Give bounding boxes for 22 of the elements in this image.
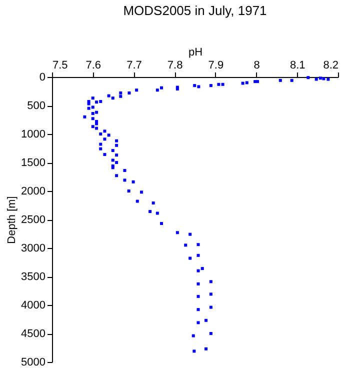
x-tick-label: 7.5 (52, 60, 68, 72)
y-tick-label: 3500 (21, 271, 46, 283)
chart-title: MODS2005 in July, 1971 (123, 3, 267, 18)
y-tick-label: 2500 (21, 214, 46, 226)
y-tick-label: 3000 (21, 242, 46, 254)
x-tick-label: 8.1 (290, 60, 306, 72)
y-tick-label: 2000 (21, 186, 46, 198)
y-tick-label: 5000 (21, 356, 46, 368)
y-tick-label: 1500 (21, 157, 46, 169)
y-tick-label: 4500 (21, 328, 46, 340)
y-tick-label: 4000 (21, 300, 46, 312)
x-tick-label: 7.8 (167, 60, 183, 72)
x-tick-label: 7.7 (126, 60, 142, 72)
x-tick-label: 8.2 (323, 60, 338, 72)
y-tick-label: 0 (39, 72, 46, 84)
y-tick-label: 1000 (21, 128, 46, 140)
x-tick-label: 8 (254, 60, 260, 72)
y-axis-title: Depth [m] (6, 196, 18, 244)
x-tick-label: 7.6 (86, 60, 102, 72)
y-tick-label: 500 (27, 100, 46, 112)
x-axis-title: pH (188, 46, 203, 58)
x-tick-label: 7.9 (208, 60, 224, 72)
